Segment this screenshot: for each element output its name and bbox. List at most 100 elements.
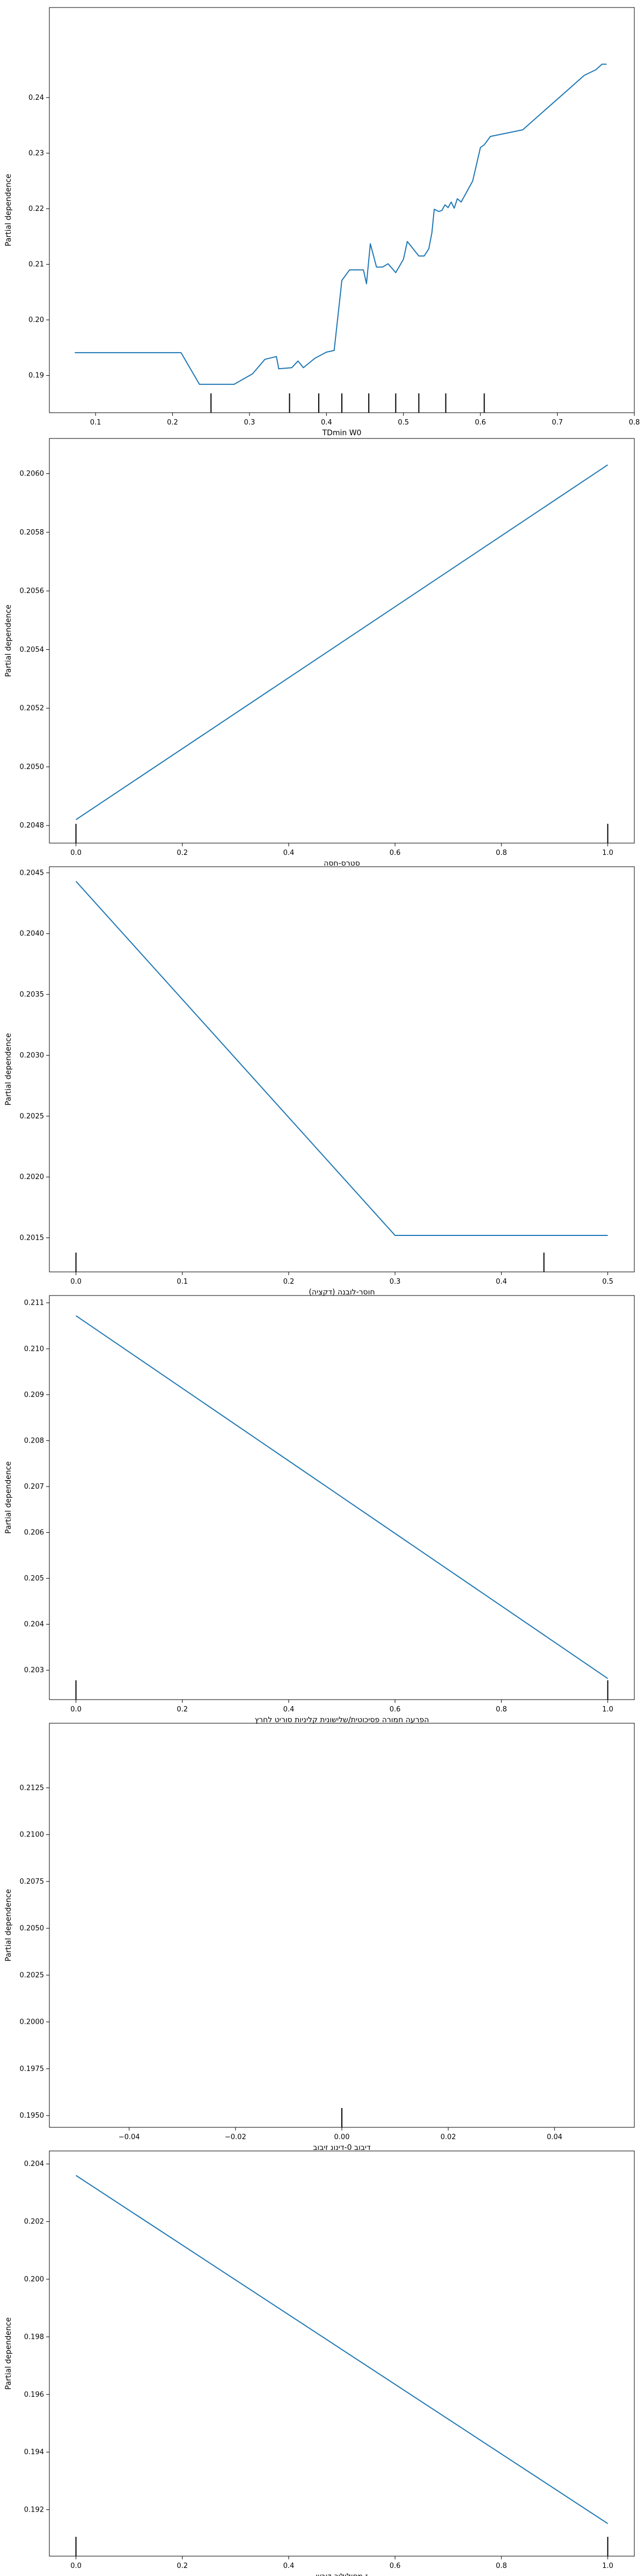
x-tick-label: 1.0 <box>602 1706 613 1714</box>
x-tick-label: 0.04 <box>547 2133 562 2141</box>
x-axis-label: TDmin W0 <box>322 429 362 437</box>
pd-line <box>75 881 608 1236</box>
y-tick-label: 0.1950 <box>20 2112 45 2120</box>
y-tick-label: 0.2050 <box>20 1924 45 1933</box>
y-tick-label: 0.204 <box>24 1621 44 1629</box>
x-tick-label: 0.02 <box>441 2133 456 2141</box>
pd-subplot-3: 0.20150.20200.20250.20300.20350.20400.20… <box>4 866 635 1297</box>
y-tick-label: 0.2060 <box>20 470 45 478</box>
y-tick-label: 0.206 <box>24 1529 44 1537</box>
pd-line <box>75 63 607 385</box>
y-axis-label: Partial dependence <box>4 174 13 246</box>
x-tick-label: 0.4 <box>283 1706 295 1714</box>
y-tick-label: 0.205 <box>24 1575 44 1583</box>
x-tick-label: 0.2 <box>177 1706 188 1714</box>
x-axis-label: דיבוב 0-דינונ זיבוב <box>313 2143 371 2152</box>
y-tick-label: 0.192 <box>24 2506 44 2514</box>
pd-subplot-1: 0.19 0.20 0.21 0.22 0.23 0.24 0.1 0.2 0.3 0.4 0.5 0… <box>4 7 640 437</box>
y-tick-label: 0.210 <box>24 1345 44 1353</box>
y-tick-label: 0.2050 <box>20 763 45 771</box>
x-tick-label: 0.6 <box>475 419 486 427</box>
x-tick-label: 0.2 <box>167 419 178 427</box>
y-tick-label: 0.194 <box>24 2448 44 2456</box>
y-tick-label: 0.2052 <box>20 705 45 713</box>
x-axis-label: ז מסולולוכ-דורש <box>316 2572 368 2576</box>
y-tick-label: 0.2058 <box>20 529 45 537</box>
pd-subplot-2: 0.20480.20500.20520.20540.20560.20580.20… <box>4 438 635 868</box>
y-tick-label: 0.209 <box>24 1391 44 1399</box>
x-tick-label: 0.4 <box>496 1278 507 1286</box>
pd-line <box>75 1315 609 1679</box>
y-tick-label: 0.2040 <box>20 930 45 938</box>
y-tick-label: 0.19 <box>28 372 44 380</box>
y-axis-label: Partial dependence <box>4 2317 13 2390</box>
axes-frame <box>49 1295 635 1700</box>
y-tick-label: 0.203 <box>24 1666 44 1674</box>
axes-frame <box>49 7 635 413</box>
y-tick-label: 0.2000 <box>20 2018 45 2026</box>
x-tick-label: 0.1 <box>177 1278 188 1286</box>
y-tick-label: 0.196 <box>24 2391 44 2399</box>
x-tick-label: 0.8 <box>629 419 640 427</box>
x-tick-label: 1.0 <box>602 849 613 857</box>
x-tick-label: 0.6 <box>390 2562 401 2570</box>
y-tick-label: 0.2045 <box>20 869 45 877</box>
x-tick-label: 0.1 <box>90 419 101 427</box>
x-tick-label: −0.04 <box>119 2133 140 2141</box>
x-tick-label: 0.7 <box>552 419 563 427</box>
y-tick-label: 0.207 <box>24 1483 44 1491</box>
y-tick-label: 0.198 <box>24 2333 44 2341</box>
y-tick-label: 0.2075 <box>20 1878 45 1886</box>
x-tick-label: 0.4 <box>283 2562 295 2570</box>
x-tick-label: 0.2 <box>283 1278 295 1286</box>
y-tick-label: 0.202 <box>24 2218 44 2226</box>
y-tick-label: 0.2054 <box>20 646 45 654</box>
axes-frame <box>49 866 635 1272</box>
y-tick-label: 0.2025 <box>20 1971 45 1979</box>
y-tick-label: 0.1975 <box>20 2065 45 2073</box>
x-tick-label: −0.02 <box>225 2133 246 2141</box>
y-axis-label: Partial dependence <box>4 1033 13 1106</box>
y-tick-label: 0.22 <box>28 205 44 213</box>
y-tick-label: 0.2015 <box>20 1234 45 1242</box>
x-tick-label: 0.2 <box>177 849 188 857</box>
y-tick-label: 0.2048 <box>20 822 45 830</box>
y-tick-label: 0.2020 <box>20 1173 45 1181</box>
y-tick-label: 0.2030 <box>20 1051 45 1059</box>
y-tick-label: 0.21 <box>28 260 44 268</box>
x-tick-label: 0.0 <box>70 1278 82 1286</box>
x-tick-label: 0.6 <box>390 849 401 857</box>
x-tick-label: 0.4 <box>321 419 332 427</box>
y-axis-label: Partial dependence <box>4 1889 13 1962</box>
y-tick-label: 0.211 <box>24 1299 44 1307</box>
x-tick-label: 0.5 <box>398 419 409 427</box>
x-tick-label: 1.0 <box>602 2562 613 2570</box>
y-tick-label: 0.208 <box>24 1437 44 1445</box>
pd-line <box>76 2175 608 2524</box>
y-tick-label: 0.2035 <box>20 991 45 999</box>
x-tick-label: 0.0 <box>70 2562 82 2570</box>
x-tick-label: 0.8 <box>496 2562 507 2570</box>
y-tick-label: 0.2056 <box>20 587 45 595</box>
y-tick-label: 0.23 <box>28 149 44 157</box>
y-axis-label: Partial dependence <box>4 604 13 677</box>
x-tick-label: 0.3 <box>244 419 255 427</box>
y-tick-label: 0.2125 <box>20 1784 45 1792</box>
x-tick-label: 0.4 <box>283 849 295 857</box>
x-tick-label: 0.8 <box>496 849 507 857</box>
x-tick-label: 0.8 <box>496 1706 507 1714</box>
pd-subplot-5: 0.1950 0.1975 0.2000 0.2025 0.2050 0.2075 0.21… <box>4 1723 635 2152</box>
x-tick-label: 0.00 <box>334 2133 350 2141</box>
x-tick-label: 0.3 <box>390 1278 401 1286</box>
x-tick-label: 0.0 <box>70 849 82 857</box>
x-tick-label: 0.2 <box>177 2562 188 2570</box>
axes-frame <box>49 1723 635 2128</box>
axes-frame <box>49 2150 635 2557</box>
y-tick-label: 0.200 <box>24 2275 44 2284</box>
y-tick-label: 0.204 <box>24 2160 44 2168</box>
y-tick-label: 0.2100 <box>20 1831 45 1839</box>
y-tick-label: 0.20 <box>28 316 44 324</box>
axes-frame <box>49 438 635 844</box>
